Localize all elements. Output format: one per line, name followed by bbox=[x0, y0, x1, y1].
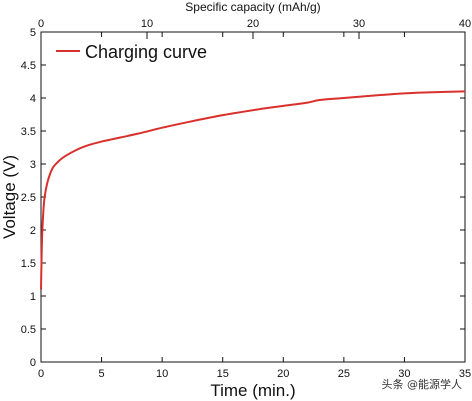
left-tick-label: 0 bbox=[30, 357, 36, 369]
left-tick-label: 3.5 bbox=[21, 126, 36, 138]
legend: Charging curve bbox=[56, 42, 207, 62]
charging-curve-line bbox=[40, 90, 466, 290]
plot-frame bbox=[40, 31, 466, 363]
bottom-tick-label: 30 bbox=[398, 368, 410, 380]
legend-label: Charging curve bbox=[85, 42, 207, 62]
top-tick-label: 0 bbox=[38, 18, 44, 30]
bottom-tick-label: 35 bbox=[459, 368, 471, 380]
top-tick-label: 20 bbox=[247, 18, 259, 30]
x-axis-title: Time (min.) bbox=[210, 381, 295, 400]
bottom-tick-label: 25 bbox=[338, 368, 350, 380]
left-tick-label: 3 bbox=[30, 159, 36, 171]
top-tick-label: 40 bbox=[459, 18, 471, 30]
bottom-tick-label: 10 bbox=[156, 368, 168, 380]
bottom-tick-label: 20 bbox=[277, 368, 289, 380]
bottom-tick-label: 0 bbox=[38, 368, 44, 380]
y-axis-title: Voltage (V) bbox=[0, 155, 19, 239]
top-axis-ticks: 0 10 20 30 40 bbox=[38, 18, 471, 39]
left-tick-label: 1.5 bbox=[21, 258, 36, 270]
watermark: 头条 @能源学人 bbox=[382, 377, 463, 391]
left-tick-label: 0.5 bbox=[21, 324, 36, 336]
left-tick-label: 2.5 bbox=[21, 192, 36, 204]
left-tick-label: 4.5 bbox=[21, 60, 36, 72]
bottom-tick-label: 15 bbox=[217, 368, 229, 380]
top-tick-label: 10 bbox=[141, 18, 153, 30]
left-axis-ticks: 0 0.5 1 1.5 2 2.5 3 3.5 4 4.5 5 bbox=[21, 27, 465, 369]
left-tick-label: 4 bbox=[30, 93, 36, 105]
left-tick-label: 2 bbox=[30, 225, 36, 237]
left-tick-label: 1 bbox=[30, 291, 36, 303]
bottom-tick-label: 5 bbox=[99, 368, 105, 380]
top-tick-label: 30 bbox=[353, 18, 365, 30]
left-tick-label: 5 bbox=[30, 27, 36, 39]
bottom-axis-ticks: 0 5 10 15 20 25 30 35 bbox=[38, 32, 471, 380]
top-axis-title: Specific capacity (mAh/g) bbox=[185, 0, 320, 14]
